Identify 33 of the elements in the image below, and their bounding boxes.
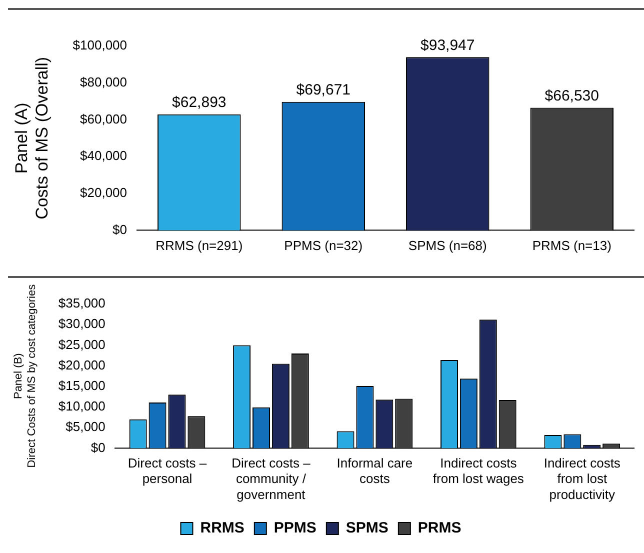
- y-tick-label: $25,000: [58, 336, 106, 352]
- legend-label: SPMS: [346, 520, 388, 537]
- x-tick-label: SPMS (n=68): [408, 238, 487, 253]
- y-tick-label: $80,000: [80, 74, 128, 90]
- legend-label: PRMS: [418, 520, 462, 537]
- x-tick-label: Informal care costs: [336, 456, 413, 486]
- y-axis-title: Panel (A) Costs of MS (Overall): [12, 56, 52, 220]
- y-tick-label: $10,000: [58, 398, 106, 414]
- y-tick-label: $35,000: [58, 296, 106, 311]
- data-label: $93,947: [420, 36, 475, 54]
- y-tick-label: $15,000: [58, 378, 106, 393]
- y-tick-label: $5,000: [66, 419, 106, 434]
- data-label: $69,671: [296, 82, 351, 99]
- x-tick-label: PRMS (n=13): [532, 238, 612, 253]
- data-label: $66,530: [544, 87, 599, 104]
- y-tick-label: $60,000: [80, 111, 128, 126]
- x-tick-label: Indirect costs from lost productivity: [544, 456, 621, 502]
- legend-label: PPMS: [274, 520, 316, 537]
- y-tick-label: $30,000: [58, 316, 106, 332]
- y-tick-label: $20,000: [58, 357, 106, 372]
- y-tick-label: $40,000: [80, 148, 128, 164]
- y-tick-label: $20,000: [80, 185, 128, 200]
- y-tick-label: $0: [90, 440, 106, 455]
- x-tick-label: Direct costs – community / government: [232, 456, 312, 502]
- y-tick-label: $100,000: [72, 38, 128, 53]
- x-tick-label: PPMS (n=32): [284, 238, 363, 253]
- data-label: $62,893: [172, 94, 226, 112]
- y-axis-title: Panel (B) Direct Costs of MS by cost categories: [12, 284, 38, 468]
- x-tick-label: Indirect costs from lost wages: [432, 456, 524, 486]
- y-tick-label: $0: [112, 222, 128, 237]
- legend-label: RRMS: [200, 520, 244, 537]
- x-tick-label: RRMS (n=291): [156, 238, 243, 253]
- x-tick-label: Direct costs – personal: [128, 456, 208, 486]
